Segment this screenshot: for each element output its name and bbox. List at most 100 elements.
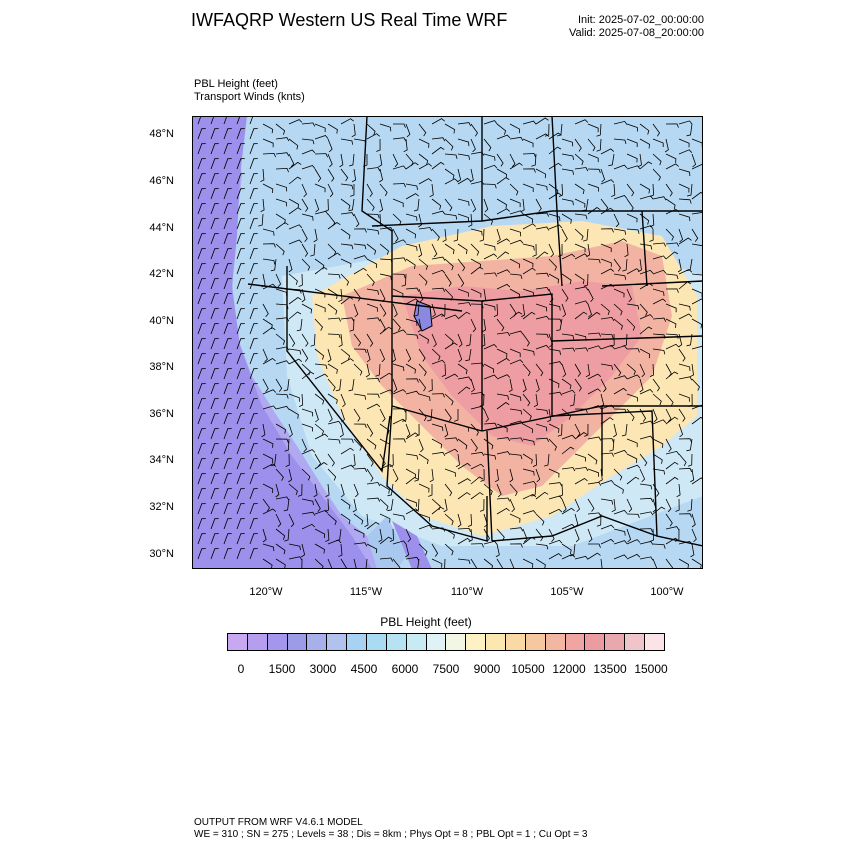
wind-barb xyxy=(470,180,485,185)
wind-barb xyxy=(587,123,599,133)
lon-label: 120°W xyxy=(249,586,283,598)
wind-barb xyxy=(197,173,206,185)
wind-barb xyxy=(431,256,446,261)
wind-barb xyxy=(405,468,417,479)
wind-barb xyxy=(275,543,286,555)
wind-barb xyxy=(283,378,290,392)
wind-barb xyxy=(392,153,399,168)
wind-barb xyxy=(260,198,265,213)
wind-barb xyxy=(509,162,523,170)
wind-barb xyxy=(548,213,561,222)
wind-barb xyxy=(444,528,455,539)
wind-barb xyxy=(405,453,419,460)
wind-barb xyxy=(561,378,572,390)
wind-barb xyxy=(622,258,628,272)
wind-barb xyxy=(301,348,309,362)
wind-barb xyxy=(457,558,471,565)
wind-barb xyxy=(613,528,626,536)
colorbar-swatch xyxy=(327,634,348,650)
wind-barb xyxy=(270,453,277,467)
wind-barb xyxy=(428,484,433,497)
wind-barb xyxy=(535,491,549,500)
wind-barb xyxy=(533,393,538,408)
wind-barb xyxy=(548,528,555,543)
wind-barb xyxy=(626,288,632,303)
wind-barb xyxy=(444,437,459,442)
wind-barb xyxy=(210,428,219,440)
wind-barb xyxy=(457,122,472,127)
wind-barb xyxy=(418,153,429,165)
wind-barb xyxy=(496,123,507,135)
wind-barb xyxy=(444,123,455,134)
wind-barb xyxy=(379,168,384,183)
wind-barb xyxy=(613,288,625,298)
wind-barb xyxy=(444,178,458,185)
wind-barb xyxy=(223,473,232,485)
wind-barb xyxy=(275,513,282,528)
wind-barb xyxy=(535,198,542,212)
wind-barb xyxy=(535,468,541,483)
wind-barb xyxy=(522,453,533,464)
wind-barb xyxy=(392,378,398,393)
wind-barb xyxy=(392,288,404,298)
wind-barb xyxy=(301,149,316,155)
wind-barb xyxy=(678,453,687,467)
wind-barb xyxy=(327,123,338,134)
wind-barb xyxy=(275,137,290,142)
wind-barb xyxy=(600,480,615,485)
wind-barb xyxy=(509,330,524,335)
wind-barb xyxy=(314,135,329,140)
wind-barb xyxy=(520,303,526,318)
wind-barb xyxy=(613,423,617,438)
wind-barb xyxy=(379,318,386,332)
wind-barb xyxy=(444,153,458,160)
wind-barb xyxy=(613,318,623,330)
wind-barb xyxy=(665,318,677,328)
wind-barb xyxy=(314,509,329,515)
wind-barb xyxy=(691,513,696,528)
wind-barb xyxy=(366,423,374,437)
wind-barb xyxy=(418,393,431,402)
wind-barb xyxy=(678,363,691,371)
wind-barb xyxy=(340,168,349,182)
wind-barb xyxy=(327,252,341,260)
wind-barb xyxy=(587,388,601,395)
wind-barb xyxy=(611,498,616,513)
wind-barb xyxy=(522,408,532,421)
wind-barb xyxy=(600,452,615,457)
wind-barb xyxy=(457,386,471,395)
wind-barb xyxy=(688,393,693,407)
wind-barb xyxy=(600,283,615,290)
wind-barb xyxy=(444,342,458,350)
wind-barb xyxy=(301,371,315,380)
wind-barb xyxy=(548,146,562,155)
wind-barb xyxy=(561,389,576,395)
wind-barb xyxy=(587,303,592,318)
wind-barb xyxy=(457,198,470,206)
wind-barb xyxy=(405,287,420,292)
colorbar-label: 0 xyxy=(237,662,245,676)
wind-barb xyxy=(249,353,258,365)
wind-barb xyxy=(470,405,485,410)
wind-barb xyxy=(348,153,355,167)
colorbar-swatch xyxy=(247,634,268,650)
lat-label: 40°N xyxy=(149,315,174,327)
wind-barb xyxy=(223,218,232,230)
wind-barb xyxy=(288,423,293,438)
wind-barb xyxy=(574,183,585,195)
wind-barb xyxy=(351,453,356,468)
wind-barb xyxy=(675,498,680,512)
wind-barb xyxy=(470,362,485,367)
wind-barb xyxy=(197,353,206,365)
wind-barb xyxy=(480,468,485,482)
wind-barb xyxy=(596,123,602,137)
wind-barb xyxy=(262,483,274,494)
wind-barb xyxy=(210,353,219,365)
wind-barb xyxy=(509,153,516,168)
wind-barb xyxy=(457,213,469,222)
wind-barb xyxy=(483,422,498,427)
wind-barb xyxy=(558,243,563,257)
wind-barb xyxy=(418,227,433,232)
wind-barb xyxy=(284,438,290,452)
wind-barb xyxy=(652,506,666,515)
